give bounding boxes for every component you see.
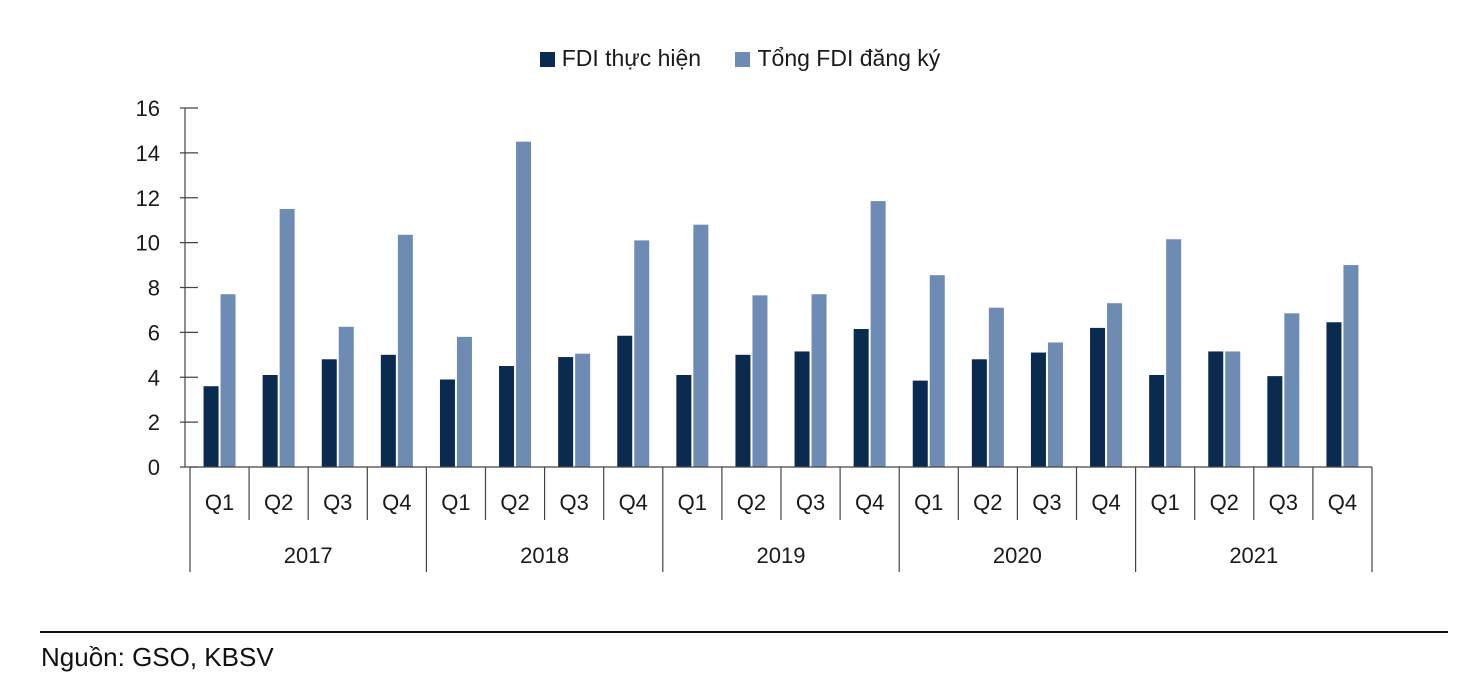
bar-fdi-thuc-hien	[794, 351, 810, 467]
legend-item-tong-fdi-dang-ky: Tổng FDI đăng ký	[735, 45, 940, 72]
y-tick-label: 16	[136, 96, 160, 121]
y-tick-label: 14	[136, 141, 160, 166]
bar-tong-fdi-dang-ky	[811, 294, 827, 467]
x-tick-label-quarter: Q4	[619, 490, 648, 515]
bar-fdi-thuc-hien	[203, 386, 219, 467]
bar-fdi-thuc-hien	[617, 335, 633, 467]
chart-legend: FDI thực hiện Tổng FDI đăng ký	[0, 44, 1480, 72]
y-tick-label: 4	[148, 365, 160, 390]
bar-tong-fdi-dang-ky	[1166, 239, 1182, 467]
bar-tong-fdi-dang-ky	[752, 295, 768, 467]
legend-swatch-tong-fdi-dang-ky	[735, 52, 751, 68]
x-tick-label-quarter: Q3	[1269, 490, 1298, 515]
bar-tong-fdi-dang-ky	[870, 201, 886, 467]
bar-fdi-thuc-hien	[1149, 375, 1165, 467]
x-tick-label-quarter: Q4	[1328, 490, 1357, 515]
bar-fdi-thuc-hien	[439, 379, 455, 467]
x-tick-label-quarter: Q3	[1032, 490, 1061, 515]
x-tick-label-quarter: Q1	[205, 490, 234, 515]
x-tick-label-quarter: Q4	[1091, 490, 1120, 515]
bar-fdi-thuc-hien	[735, 354, 751, 467]
y-tick-label: 10	[136, 231, 160, 256]
bar-tong-fdi-dang-ky	[634, 240, 650, 467]
x-tick-label-quarter: Q4	[855, 490, 884, 515]
bar-fdi-thuc-hien	[1030, 352, 1046, 467]
x-tick-label-year: 2018	[520, 543, 569, 568]
bar-tong-fdi-dang-ky	[338, 326, 354, 467]
bar-fdi-thuc-hien	[380, 354, 396, 467]
bar-fdi-thuc-hien	[1090, 327, 1106, 467]
x-tick-label-quarter: Q3	[796, 490, 825, 515]
bar-tong-fdi-dang-ky	[279, 208, 295, 467]
bar-fdi-thuc-hien	[676, 375, 692, 467]
x-tick-label-quarter: Q2	[500, 490, 529, 515]
bar-fdi-thuc-hien	[971, 359, 987, 467]
bar-fdi-thuc-hien	[558, 357, 574, 467]
source-note: Nguồn: GSO, KBSV	[41, 642, 274, 672]
x-tick-label-quarter: Q4	[382, 490, 411, 515]
y-tick-label: 8	[148, 276, 160, 301]
bar-fdi-thuc-hien	[499, 366, 515, 467]
legend-label-fdi-thuc-hien: FDI thực hiện	[561, 45, 702, 72]
x-tick-label-quarter: Q1	[914, 490, 943, 515]
bar-fdi-thuc-hien	[912, 380, 928, 467]
x-tick-label-quarter: Q3	[559, 490, 588, 515]
bar-tong-fdi-dang-ky	[1343, 265, 1359, 467]
bar-tong-fdi-dang-ky	[220, 294, 236, 467]
bar-fdi-thuc-hien	[262, 375, 278, 467]
x-tick-label-quarter: Q2	[264, 490, 293, 515]
bar-fdi-thuc-hien	[1208, 351, 1224, 467]
bar-tong-fdi-dang-ky	[988, 307, 1004, 467]
y-tick-label: 6	[148, 320, 160, 345]
bar-tong-fdi-dang-ky	[456, 336, 472, 467]
legend-label-tong-fdi-dang-ky: Tổng FDI đăng ký	[757, 45, 941, 72]
bar-tong-fdi-dang-ky	[929, 275, 945, 467]
legend-item-fdi-thuc-hien: FDI thực hiện	[539, 45, 702, 72]
x-tick-label-quarter: Q3	[323, 490, 352, 515]
bar-tong-fdi-dang-ky	[516, 141, 532, 467]
x-tick-label-year: 2020	[993, 543, 1042, 568]
y-tick-label: 2	[148, 410, 160, 435]
bar-tong-fdi-dang-ky	[1225, 351, 1241, 467]
bar-tong-fdi-dang-ky	[1047, 342, 1063, 467]
x-tick-label-quarter: Q2	[1210, 490, 1239, 515]
bar-tong-fdi-dang-ky	[397, 234, 413, 467]
bar-fdi-thuc-hien	[1326, 322, 1342, 467]
x-tick-label-year: 2017	[284, 543, 333, 568]
bar-chart: 0 2 4 6 8 10 12 14 16 Q1 Q2 Q3 Q4 Q1 Q2 Q3 Q4 Q1 Q2 Q3 Q4 Q1 Q…	[136, 96, 1373, 572]
x-tick-label-quarter: Q1	[1150, 490, 1179, 515]
bar-tong-fdi-dang-ky	[1107, 303, 1123, 467]
x-tick-label-quarter: Q2	[737, 490, 766, 515]
x-tick-label-year: 2019	[757, 543, 806, 568]
legend-swatch-fdi-thuc-hien	[539, 52, 555, 68]
bar-tong-fdi-dang-ky	[693, 224, 709, 467]
x-tick-label-quarter: Q1	[678, 490, 707, 515]
x-tick-label-year: 2021	[1229, 543, 1278, 568]
bar-tong-fdi-dang-ky	[1284, 313, 1300, 467]
bar-tong-fdi-dang-ky	[575, 353, 591, 467]
y-tick-label: 0	[148, 455, 160, 480]
bar-fdi-thuc-hien	[1267, 376, 1283, 467]
source-divider	[40, 631, 1448, 633]
bar-fdi-thuc-hien	[853, 329, 869, 467]
bar-fdi-thuc-hien	[321, 359, 337, 467]
x-tick-label-quarter: Q1	[441, 490, 470, 515]
x-tick-label-quarter: Q2	[973, 490, 1002, 515]
y-tick-label: 12	[136, 186, 160, 211]
